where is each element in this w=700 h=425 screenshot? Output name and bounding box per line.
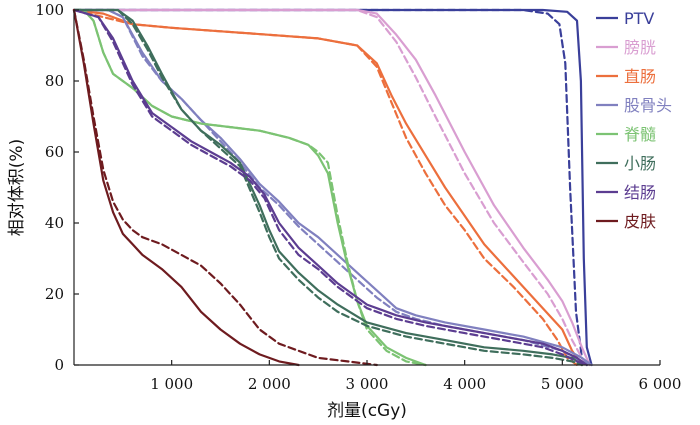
y-tick-label: 80 [45,72,64,90]
y-tick-label: 20 [45,285,64,303]
series-line-solid [72,8,591,367]
y-tick-label: 0 [54,356,64,374]
series-line-solid [72,8,593,367]
y-tick-label: 40 [45,214,64,232]
series-line-solid [72,8,583,367]
x-tick-label: 3 000 [346,375,389,393]
legend-label: 直肠 [624,67,656,86]
legend-label: 小肠 [624,154,656,173]
series-line-solid [72,8,593,367]
legend-label: 结肠 [624,183,656,202]
series-line-solid [72,8,583,367]
y-tick-label: 60 [45,143,64,161]
legend-label: 脊髓 [624,125,656,144]
series-line-solid [72,8,588,367]
x-tick-label: 6 000 [639,375,682,393]
legend-label: PTV [624,9,654,28]
curves-layer [72,8,593,367]
y-axis-title: 相对体积(%) [7,139,27,236]
series-line-dashed [72,8,583,367]
series-line-dashed [72,8,579,367]
series-line-dashed [72,8,378,367]
x-tick-label: 4 000 [443,375,486,393]
x-tick-label: 5 000 [541,375,584,393]
x-tick-label: 1 000 [150,375,193,393]
legend-label: 皮肤 [624,212,656,231]
x-axis-title: 剂量(cGy) [327,401,407,421]
series-line-dashed [72,8,588,367]
y-tick-label: 100 [35,1,64,19]
ticks-layer: 1 000 2 000 3 000 4 000 5 000 6 000 0 20 40 60 80 1… [35,1,681,393]
legend-label: 膀胱 [624,38,656,57]
x-tick-label: 2 000 [248,375,291,393]
axes-layer [73,10,660,366]
legend-label: 股骨头 [624,96,672,115]
series-line-dashed [72,8,588,367]
series-line-solid [72,8,300,367]
series-line-solid [72,8,427,367]
